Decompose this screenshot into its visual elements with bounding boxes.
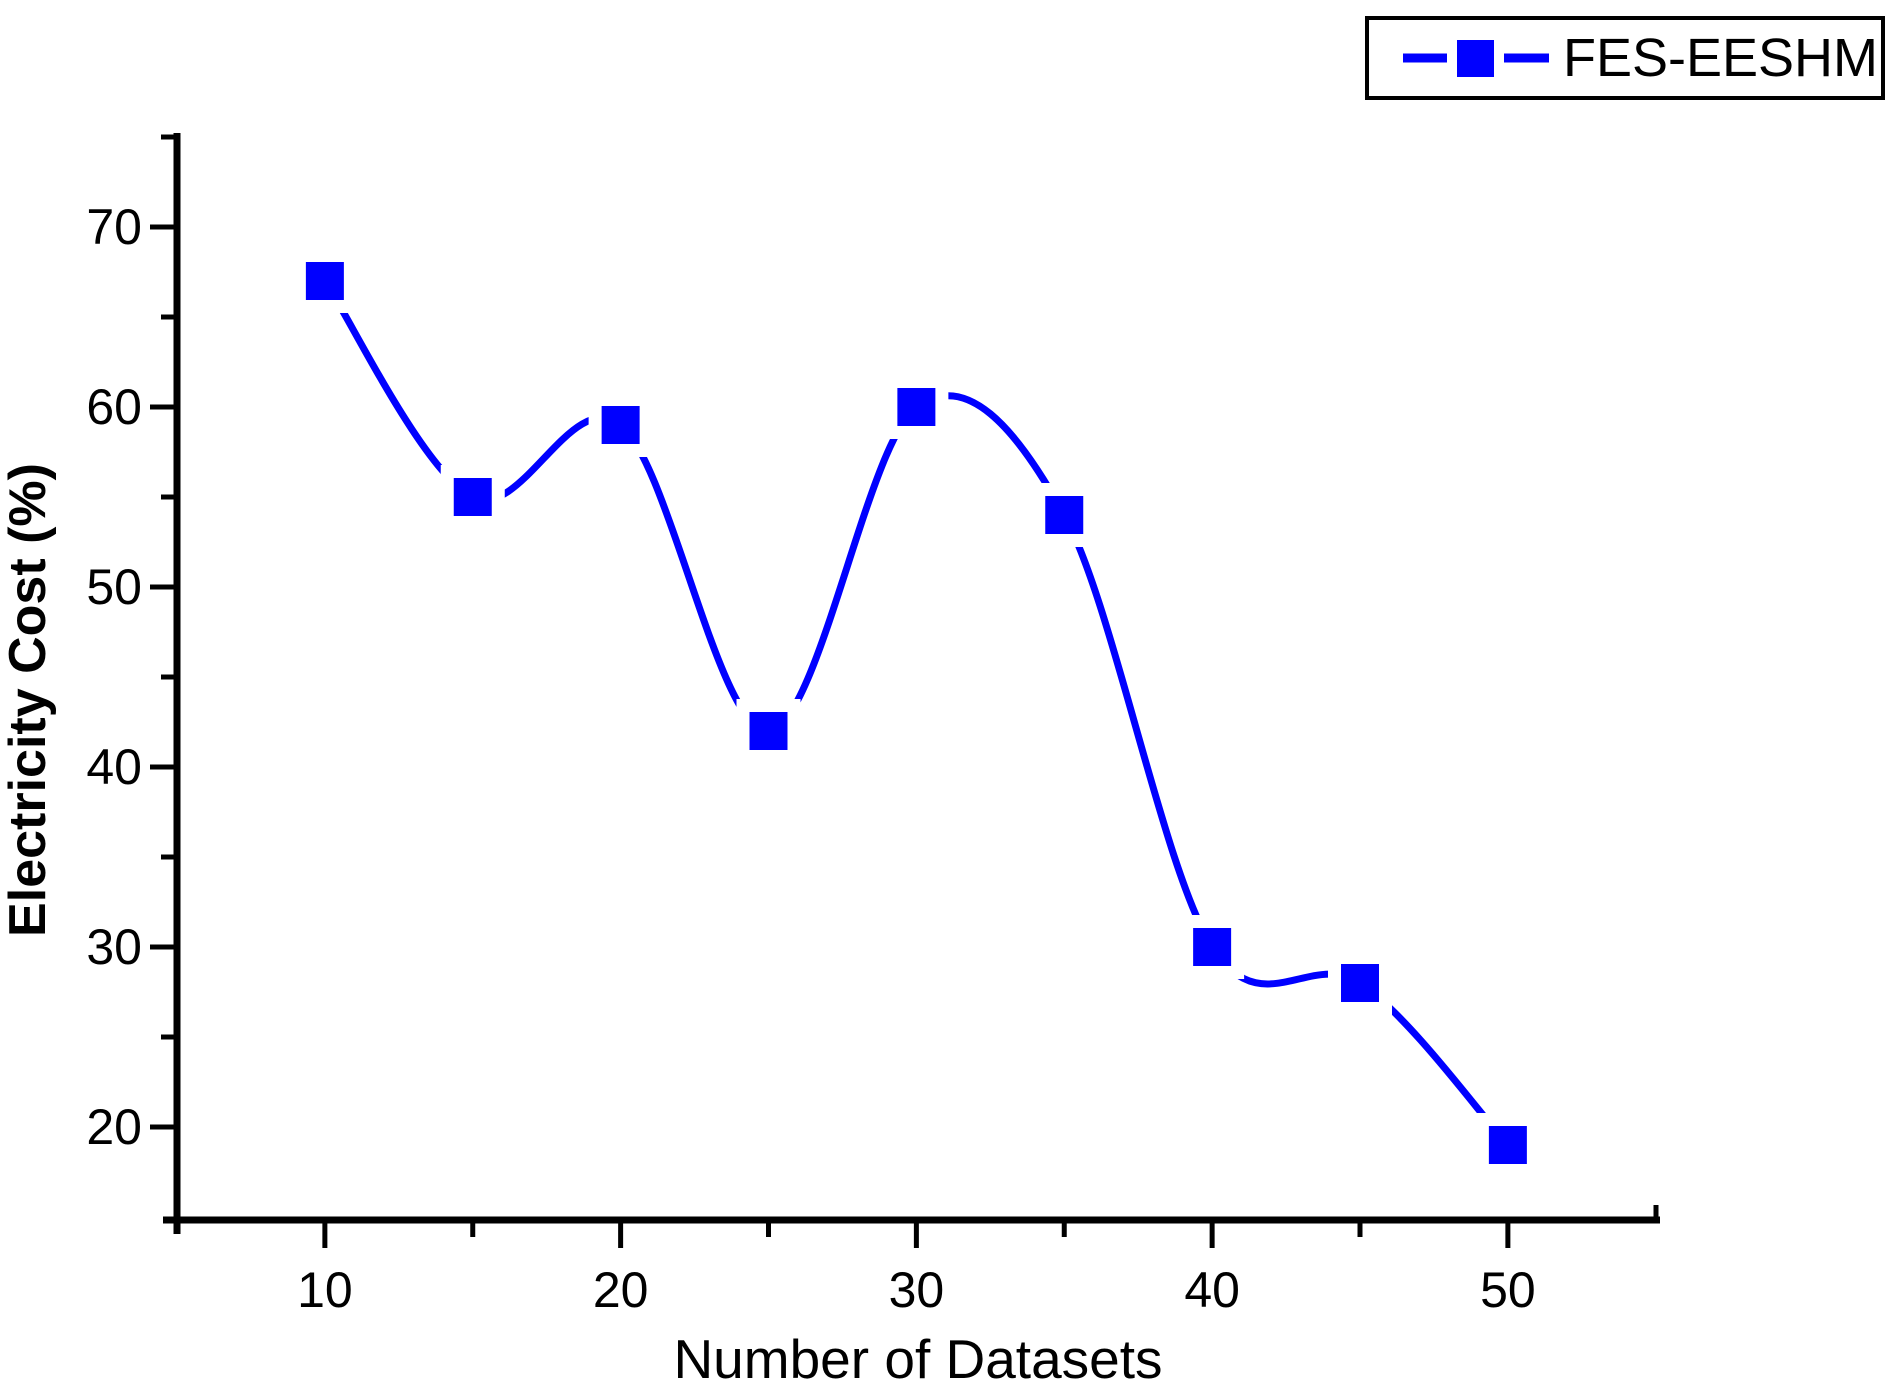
axes-group: [163, 133, 1660, 1234]
data-point-marker: [749, 712, 788, 750]
data-point-marker: [1045, 496, 1084, 534]
data-point-marker: [601, 406, 640, 444]
data-point-marker: [305, 262, 344, 300]
x-axis-title: Number of Datasets: [673, 1328, 1162, 1390]
legend: FES-EESHM: [1365, 16, 1885, 100]
x-tick-label: 10: [297, 1262, 353, 1318]
y-tick-label: 60: [86, 379, 142, 435]
y-tick-label: 70: [86, 199, 142, 255]
x-tick-label: 30: [889, 1262, 945, 1318]
y-tick-label: 40: [86, 739, 142, 795]
x-tick-label: 40: [1184, 1262, 1240, 1318]
y-tick-label: 30: [86, 919, 142, 975]
legend-label: FES-EESHM: [1563, 28, 1879, 88]
x-tick-label: 20: [593, 1262, 649, 1318]
legend-line-marker-icon: [1403, 40, 1549, 77]
data-point-marker: [1488, 1126, 1527, 1164]
y-axis-title: Electricity Cost (%): [0, 463, 57, 937]
tick-labels-group: 10 20 30 40 50 20 30 40 50 60 70: [86, 199, 1535, 1318]
x-tick-label: 50: [1480, 1262, 1536, 1318]
ticks-group: [150, 134, 1511, 1248]
y-tick-label: 20: [86, 1099, 142, 1155]
data-point-marker: [1341, 964, 1379, 1002]
series-group: [292, 249, 1540, 1177]
data-point-marker: [453, 478, 492, 516]
data-point-marker: [1193, 928, 1232, 966]
data-point-marker: [897, 388, 936, 426]
y-tick-label: 50: [86, 559, 142, 615]
